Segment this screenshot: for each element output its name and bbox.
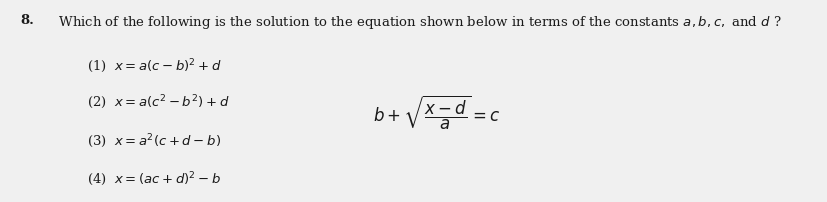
Text: (2)  $x = a(c^2 - b^2) + d$: (2) $x = a(c^2 - b^2) + d$ <box>87 93 229 110</box>
Text: (4)  $x = (ac + d)^2 - b$: (4) $x = (ac + d)^2 - b$ <box>87 170 221 187</box>
Text: 8.: 8. <box>21 14 35 27</box>
Text: Which of the following is the solution to the equation shown below in terms of t: Which of the following is the solution t… <box>50 14 781 31</box>
Text: (3)  $x = a^2(c + d - b)$: (3) $x = a^2(c + d - b)$ <box>87 131 221 149</box>
Text: $b + \sqrt{\dfrac{x-d}{a}} = c$: $b + \sqrt{\dfrac{x-d}{a}} = c$ <box>372 93 500 131</box>
Text: (1)  $x = a(c-b)^2 + d$: (1) $x = a(c-b)^2 + d$ <box>87 57 222 74</box>
